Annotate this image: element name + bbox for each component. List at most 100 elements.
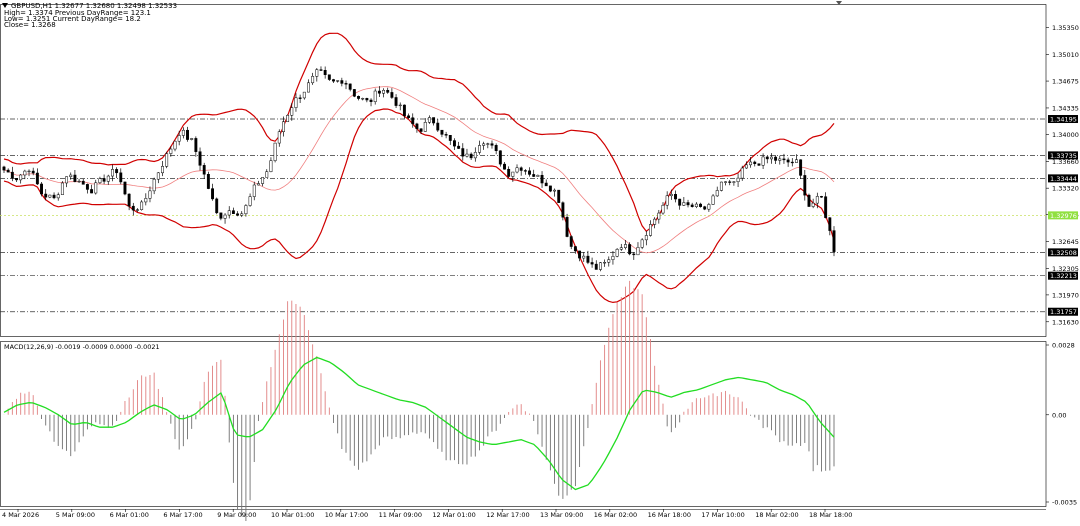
price-bar-body <box>544 182 548 187</box>
price-bar-body <box>302 91 306 99</box>
price-bar-body <box>173 140 177 150</box>
price-bar-body <box>557 189 561 203</box>
price-bar-body <box>828 217 832 231</box>
price-bar-body <box>486 143 490 145</box>
price-bar-body <box>77 180 81 183</box>
price-bar-body <box>703 206 707 210</box>
price-bar-body <box>144 198 148 203</box>
price-bar-body <box>519 167 523 171</box>
price-bar-body <box>223 214 227 219</box>
price-bar-body <box>615 249 619 257</box>
price-bar-body <box>398 104 402 107</box>
price-bar-body <box>649 224 652 236</box>
price-bar-body <box>419 128 423 132</box>
price-bar-body <box>386 90 390 93</box>
macd-tick-label: 0.0028 <box>1052 342 1075 350</box>
price-bar-body <box>590 262 594 265</box>
level-price-label: 1.34195 <box>1050 116 1077 124</box>
price-bar-body <box>332 79 335 82</box>
price-bar-body <box>448 135 452 141</box>
price-bar-body <box>352 89 356 97</box>
price-bar-body <box>728 181 732 183</box>
price-bar-body <box>319 69 323 71</box>
price-bar-body <box>607 259 611 263</box>
price-bar-body <box>790 161 794 164</box>
price-bar-body <box>494 145 498 151</box>
current-price-box <box>1048 211 1078 220</box>
price-bar-body <box>35 172 39 185</box>
price-bar-body <box>694 203 698 207</box>
time-tick-label: 18 Mar 02:00 <box>755 511 798 519</box>
price-bar-body <box>407 115 411 118</box>
price-bar-body <box>44 193 48 198</box>
bollinger-lower-band <box>3 108 835 304</box>
price-bar-body <box>732 181 736 183</box>
price-bar-body <box>85 184 89 190</box>
price-bar-body <box>465 153 469 157</box>
price-bar-body <box>165 153 169 167</box>
price-bar-body <box>540 174 544 184</box>
price-bar-body <box>453 140 456 147</box>
price-bar-body <box>390 92 394 98</box>
macd-label: MACD(12,26,9) -0.0019 -0.0009 0.0000 -0.… <box>4 343 160 351</box>
price-bar-body <box>60 182 64 195</box>
price-bar-body <box>90 189 94 194</box>
price-bar-body <box>803 175 807 196</box>
price-bar-body <box>298 97 302 99</box>
price-bar-body <box>674 194 677 200</box>
info-close: Close= 1.3268 <box>4 21 56 29</box>
price-bar-body <box>774 156 778 161</box>
price-bar-body <box>394 97 398 106</box>
price-bar-body <box>382 90 385 94</box>
price-bar-body <box>357 96 360 99</box>
price-bar-body <box>152 178 156 192</box>
price-bar-body <box>653 218 657 225</box>
price-bar-body <box>31 170 35 174</box>
price-tick-label: 1.34675 <box>1052 78 1079 86</box>
price-bar-body <box>820 196 823 198</box>
price-bar-body <box>106 175 110 182</box>
info-low: Low= 1.3251 Current DayRange= 18.2 <box>4 15 141 23</box>
price-bar-body <box>478 145 481 153</box>
price-bar-body <box>507 168 511 177</box>
price-bar-body <box>131 205 135 211</box>
price-tick-label: 1.31630 <box>1052 318 1079 326</box>
time-tick-label: 17 Mar 10:00 <box>701 511 744 519</box>
price-bar-body <box>411 117 415 125</box>
price-bar-body <box>119 172 123 183</box>
price-bar-body <box>269 160 273 172</box>
price-bar-body <box>461 148 465 157</box>
price-bar-body <box>161 166 164 174</box>
price-bar-body <box>240 213 244 216</box>
price-bar-body <box>511 171 515 177</box>
price-bar-body <box>211 188 214 200</box>
price-bar-body <box>323 70 327 75</box>
price-bar-body <box>594 263 598 270</box>
price-bar-body <box>94 182 98 194</box>
price-bar-body <box>707 204 711 210</box>
price-bar-body <box>503 163 506 170</box>
dropdown-triangle-icon[interactable] <box>2 3 8 8</box>
price-bar-body <box>73 174 77 182</box>
price-bar-body <box>807 194 811 207</box>
price-bar-body <box>365 98 369 101</box>
price-bar-body <box>498 150 502 165</box>
price-bar-body <box>336 80 340 82</box>
price-bar-body <box>307 82 310 93</box>
price-bar-body <box>177 135 181 142</box>
price-bar-body <box>749 161 753 166</box>
price-bar-body <box>402 104 406 117</box>
price-bar-body <box>440 129 444 135</box>
price-bar-body <box>490 143 494 146</box>
price-bar-body <box>10 171 14 179</box>
price-bar-body <box>377 90 381 94</box>
price-bar-body <box>186 129 189 140</box>
price-bar-body <box>561 202 565 218</box>
price-bar-body <box>427 117 431 123</box>
price-bar-body <box>277 131 281 144</box>
price-bar-body <box>136 209 139 211</box>
price-bar-body <box>102 178 106 182</box>
level-price-box <box>1048 248 1078 257</box>
current-price-label: 1.32976 <box>1050 212 1077 220</box>
